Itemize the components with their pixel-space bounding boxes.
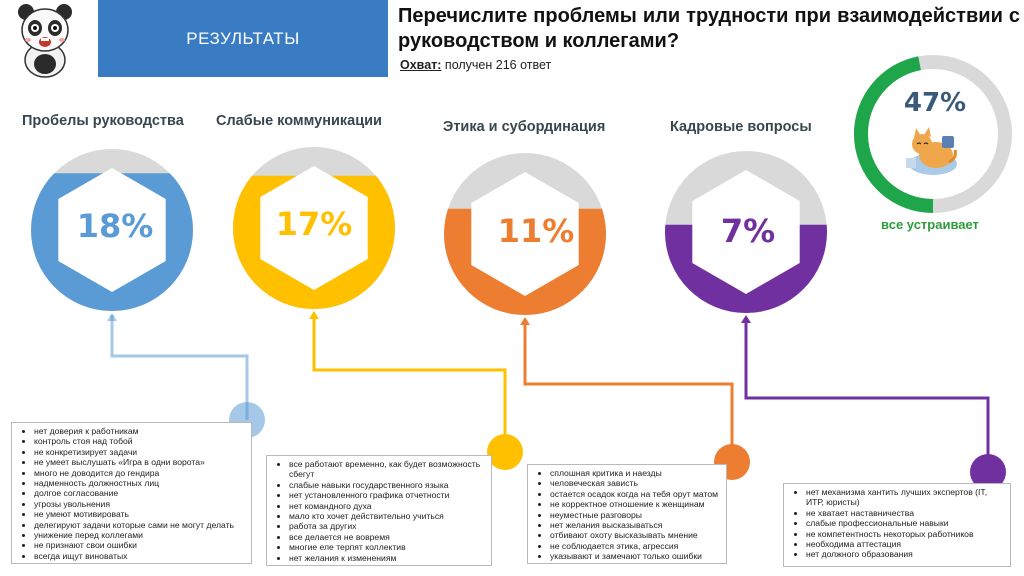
list-item: все работают временно, как будет возможн… [289,459,485,480]
category-title-ethics: Этика и субординация [443,119,606,135]
connector-arrow-management-gaps [107,313,117,321]
list-item: многие еле терпят коллектив [289,542,485,552]
pct-label-ethics: 11% [497,212,575,250]
donut-center-ethics [471,172,579,296]
list-item: мало кто хочет действительно учиться [289,511,485,521]
list-item: нет желания высказываться [550,520,720,530]
connector-arrow-ethics [520,317,530,325]
list-item: контроль стоя над тобой [34,436,245,446]
category-title-management-gaps: Пробелы руководства [22,113,184,129]
results-banner: РЕЗУЛЬТАТЫ [98,0,388,77]
list-item: не компетентность некоторых работников [806,529,1004,539]
connector-management-gaps [110,315,249,420]
list-item: много не доводится до гендира [34,468,245,478]
list-box-ethics: сплошная критика и наездычеловеческая за… [527,464,727,564]
list-item: не умеет выслушать «Игра в одни ворота» [34,457,245,467]
survey-question-title: Перечислите проблемы или трудности при в… [398,5,1020,52]
connector-dot-hr-issues [970,454,1006,490]
connector-dot-weak-communication [487,434,523,470]
list-item: нет доверия к работникам [34,426,245,436]
list-item: необходима аттестация [806,539,1004,549]
list-item: угрозы увольнения [34,499,245,509]
reach-line: Охват: получен 216 ответ [400,58,551,72]
list-item: не конкретизирует задачи [34,447,245,457]
list-item: надменность должностных лиц [34,478,245,488]
category-title-hr-issues: Кадровые вопросы [670,119,812,135]
pct-label-management-gaps: 18% [76,207,154,245]
list-item: человеческая зависть [550,478,720,488]
connector-ethics [523,319,734,462]
reach-value: получен 216 ответ [444,58,552,72]
connector-hr-issues [744,317,990,472]
list-item: долгое согласование [34,488,245,498]
donut-center-management-gaps [58,168,166,292]
list-item: слабые профессиональные навыки [806,518,1004,528]
list-item: неуместные разговоры [550,510,720,520]
list-item: нет механизма хантить лучших экспертов (… [806,487,1004,508]
connector-arrow-hr-issues [741,315,751,323]
list-item: слабые навыки государственного языка [289,480,485,490]
list-item: работа за других [289,521,485,531]
banner-label: РЕЗУЛЬТАТЫ [186,28,300,48]
category-title-weak-communication: Слабые коммуникации [216,113,382,129]
list-box-hr-issues: нет механизма хантить лучших экспертов (… [783,483,1011,567]
list-item: не соблюдается этика, агрессия [550,541,720,551]
list-item: указывают и замечают только ошибки [550,551,720,561]
list-item: не умеют мотивировать [34,509,245,519]
reach-label: Охват: [400,58,442,72]
satisfied-ring-center [869,70,997,198]
list-item: унижение перед коллегами [34,530,245,540]
list-item: не признают свои ошибки [34,540,245,550]
list-box-weak-communication: все работают временно, как будет возможн… [266,455,492,566]
pct-label-hr-issues: 7% [720,212,776,250]
list-item: сплошная критика и наезды [550,468,720,478]
pct-label-satisfied: 47% [903,88,967,118]
list-item: остается осадок когда на тебя орут матом [550,489,720,499]
list-box-management-gaps: нет доверия к работникамконтроль стоя на… [11,422,252,564]
donut-center-weak-communication [260,166,368,290]
list-item: нет желания к изменениям [289,553,485,563]
list-item: нет командного духа [289,501,485,511]
donut-center-hr-issues [692,170,800,294]
panda-mascot-icon [16,0,74,78]
list-item: отбивают охоту высказывать мнение [550,530,720,540]
pct-label-weak-communication: 17% [275,205,353,243]
satisfied-caption: все устраивает [881,217,979,232]
list-item: всегда ищут виноватых [34,551,245,561]
list-item: не хватает наставничества [806,508,1004,518]
list-item: нет должного образования [806,549,1004,559]
connector-weak-communication [312,313,507,452]
cat-illustration-icon [900,122,966,178]
list-item: все делается не вовремя [289,532,485,542]
satisfied-ring-fill [854,55,1012,213]
list-item: нет установленного графика отчетности [289,490,485,500]
list-item: делегируют задачи которые сами не могут … [34,520,245,530]
connector-arrow-weak-communication [309,311,319,319]
list-item: не корректное отношение к женщинам [550,499,720,509]
